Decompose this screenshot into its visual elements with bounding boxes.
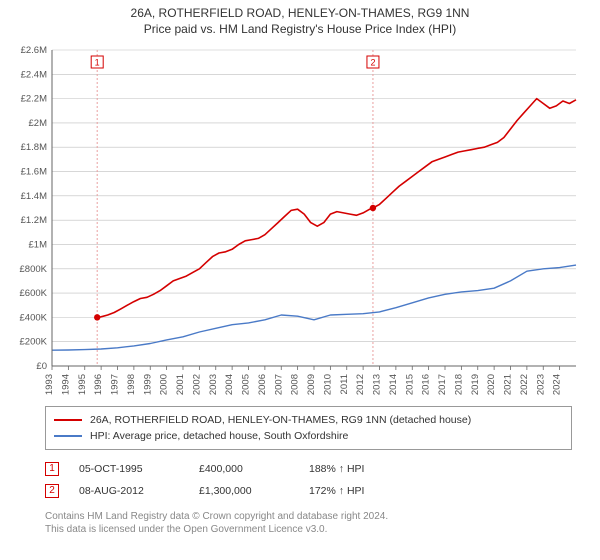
x-tick-label: 2017 xyxy=(437,374,448,395)
y-tick-label: £1M xyxy=(29,239,48,250)
legend-row: 26A, ROTHERFIELD ROAD, HENLEY-ON-THAMES,… xyxy=(54,412,563,428)
legend: 26A, ROTHERFIELD ROAD, HENLEY-ON-THAMES,… xyxy=(45,406,572,450)
chart-area: £0 £200K £400K £600K £800K £1M £1.2M £1.4M £1.6M… xyxy=(10,44,590,400)
y-tick-label: £400K xyxy=(20,312,48,323)
title-subtitle: Price paid vs. HM Land Registry's House … xyxy=(0,22,600,36)
chart-marker-label: 2 xyxy=(370,58,375,68)
x-tick-label: 2012 xyxy=(355,374,366,395)
sale-price: £400,000 xyxy=(199,458,289,480)
footer-line1: Contains HM Land Registry data © Crown c… xyxy=(45,510,572,523)
y-tick-label: £1.4M xyxy=(21,191,47,202)
x-tick-label: 2014 xyxy=(388,374,399,395)
line-chart-svg: £0 £200K £400K £600K £800K £1M £1.2M £1.4M £1.6M… xyxy=(10,44,590,400)
x-tick-label: 2008 xyxy=(290,374,301,395)
x-tick-label: 2006 xyxy=(257,374,268,395)
y-tick-label: £1.6M xyxy=(21,167,47,178)
x-tick-label: 2009 xyxy=(306,374,317,395)
sale-price: £1,300,000 xyxy=(199,480,289,502)
x-tick-label: 2003 xyxy=(208,374,219,395)
sale-row: 2 08-AUG-2012 £1,300,000 172% ↑ HPI xyxy=(45,480,572,502)
x-tick-label: 2020 xyxy=(486,374,497,395)
chart-titles: 26A, ROTHERFIELD ROAD, HENLEY-ON-THAMES,… xyxy=(0,0,600,36)
x-tick-label: 2013 xyxy=(372,374,383,395)
x-tick-label: 2005 xyxy=(241,374,252,395)
x-tick-label: 2022 xyxy=(519,374,530,395)
x-tick-label: 2024 xyxy=(552,374,563,395)
legend-swatch xyxy=(54,435,82,437)
y-tick-label: £1.8M xyxy=(21,142,47,153)
legend-label: 26A, ROTHERFIELD ROAD, HENLEY-ON-THAMES,… xyxy=(90,412,471,428)
y-tick-label: £2.4M xyxy=(21,69,47,80)
x-tick-label: 2016 xyxy=(421,374,432,395)
x-tick-label: 2001 xyxy=(175,374,186,395)
sale-date: 05-OCT-1995 xyxy=(79,458,179,480)
x-tick-label: 2018 xyxy=(453,374,464,395)
x-tick-label: 2010 xyxy=(322,374,333,395)
y-tick-label: £600K xyxy=(20,288,48,299)
y-tick-label: £2.2M xyxy=(21,94,47,105)
x-tick-label: 2023 xyxy=(535,374,546,395)
x-tick-label: 1995 xyxy=(77,374,88,395)
x-tick-label: 2015 xyxy=(404,374,415,395)
y-tick-label: £200K xyxy=(20,337,48,348)
y-tick-label: £0 xyxy=(36,361,47,372)
legend-swatch xyxy=(54,419,82,421)
x-tick-label: 2004 xyxy=(224,374,235,395)
sale-pct: 172% ↑ HPI xyxy=(309,480,364,502)
sales-list: 1 05-OCT-1995 £400,000 188% ↑ HPI 2 08-AUG-20… xyxy=(45,458,572,502)
x-tick-label: 1998 xyxy=(126,374,137,395)
legend-label: HPI: Average price, detached house, Sout… xyxy=(90,428,348,444)
footer-line2: This data is licensed under the Open Gov… xyxy=(45,523,572,536)
legend-row: HPI: Average price, detached house, Sout… xyxy=(54,428,563,444)
footer-attribution: Contains HM Land Registry data © Crown c… xyxy=(45,510,572,536)
sale-marker: 1 xyxy=(45,462,59,476)
y-tick-label: £800K xyxy=(20,264,48,275)
x-tick-label: 1997 xyxy=(110,374,121,395)
sale-pct: 188% ↑ HPI xyxy=(309,458,364,480)
page-root: 26A, ROTHERFIELD ROAD, HENLEY-ON-THAMES,… xyxy=(0,0,600,560)
x-tick-label: 2011 xyxy=(339,374,350,394)
title-address: 26A, ROTHERFIELD ROAD, HENLEY-ON-THAMES,… xyxy=(0,6,600,20)
y-tick-label: £2M xyxy=(29,118,48,129)
chart-marker-label: 1 xyxy=(95,58,100,68)
x-tick-label: 1994 xyxy=(60,374,71,395)
x-tick-label: 1999 xyxy=(142,374,153,395)
sale-row: 1 05-OCT-1995 £400,000 188% ↑ HPI xyxy=(45,458,572,480)
sale-date: 08-AUG-2012 xyxy=(79,480,179,502)
y-tick-label: £1.2M xyxy=(21,215,47,226)
x-tick-label: 1996 xyxy=(93,374,104,395)
x-tick-label: 2019 xyxy=(470,374,481,395)
x-tick-label: 2021 xyxy=(503,374,514,395)
x-tick-label: 2002 xyxy=(191,374,202,395)
x-tick-label: 1993 xyxy=(44,374,55,395)
sale-marker: 2 xyxy=(45,484,59,498)
x-tick-label: 2007 xyxy=(273,374,284,395)
y-tick-label: £2.6M xyxy=(21,45,47,56)
x-tick-label: 2000 xyxy=(159,374,170,395)
